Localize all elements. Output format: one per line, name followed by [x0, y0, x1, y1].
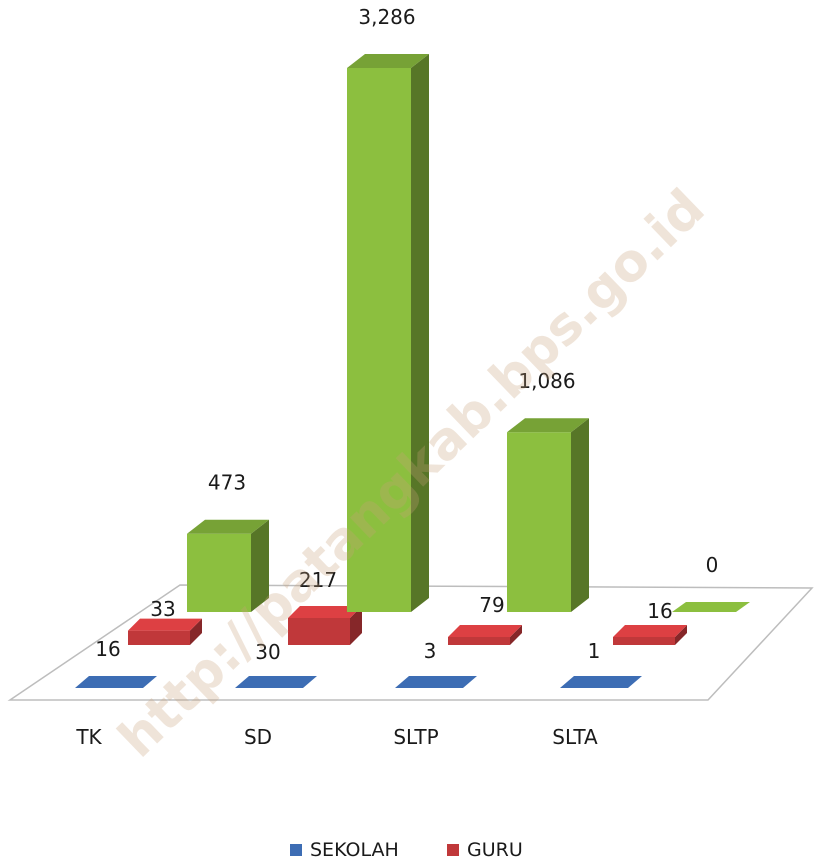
legend-label-sekolah: SEKOLAH [310, 839, 399, 861]
label-series3-sd: 3,286 [358, 5, 415, 29]
bar-sekolah-sltp [395, 676, 477, 688]
bar-sekolah-sd [235, 676, 317, 688]
bar-series3-tk [187, 519, 269, 612]
label-guru-sltp: 3 [424, 639, 437, 663]
label-depth-tk: 33 [150, 597, 175, 621]
bar-sekolah-slta [560, 676, 642, 688]
label-guru-tk: 16 [95, 637, 120, 661]
label-series3-slta: 0 [706, 553, 719, 577]
label-series3-sltp: 1,086 [518, 369, 575, 393]
label-depth-sd: 217 [299, 568, 337, 592]
bar-series3-sd [347, 54, 429, 612]
legend-label-guru: GURU [467, 839, 523, 861]
label-series3-tk: 473 [208, 471, 246, 495]
bar-guru-slta [613, 625, 687, 645]
legend-swatch-sekolah [290, 844, 302, 856]
bar-guru-sltp [448, 625, 522, 645]
category-label-tk: TK [75, 725, 102, 749]
bar-guru-tk [128, 618, 202, 645]
label-depth-slta: 16 [647, 599, 672, 623]
category-label-sd: SD [244, 725, 272, 749]
label-guru-slta: 1 [588, 639, 601, 663]
legend-swatch-guru [447, 844, 459, 856]
label-guru-sd: 30 [255, 640, 280, 664]
category-label-sltp: SLTP [393, 725, 438, 749]
category-label-slta: SLTA [552, 725, 598, 749]
bar-sekolah-tk [75, 676, 157, 688]
bar-guru-sd [288, 606, 362, 645]
bar-series3-slta [672, 602, 750, 612]
label-depth-sltp: 79 [479, 593, 504, 617]
bar-series3-sltp [507, 418, 589, 612]
chart-floor [7, 584, 814, 701]
